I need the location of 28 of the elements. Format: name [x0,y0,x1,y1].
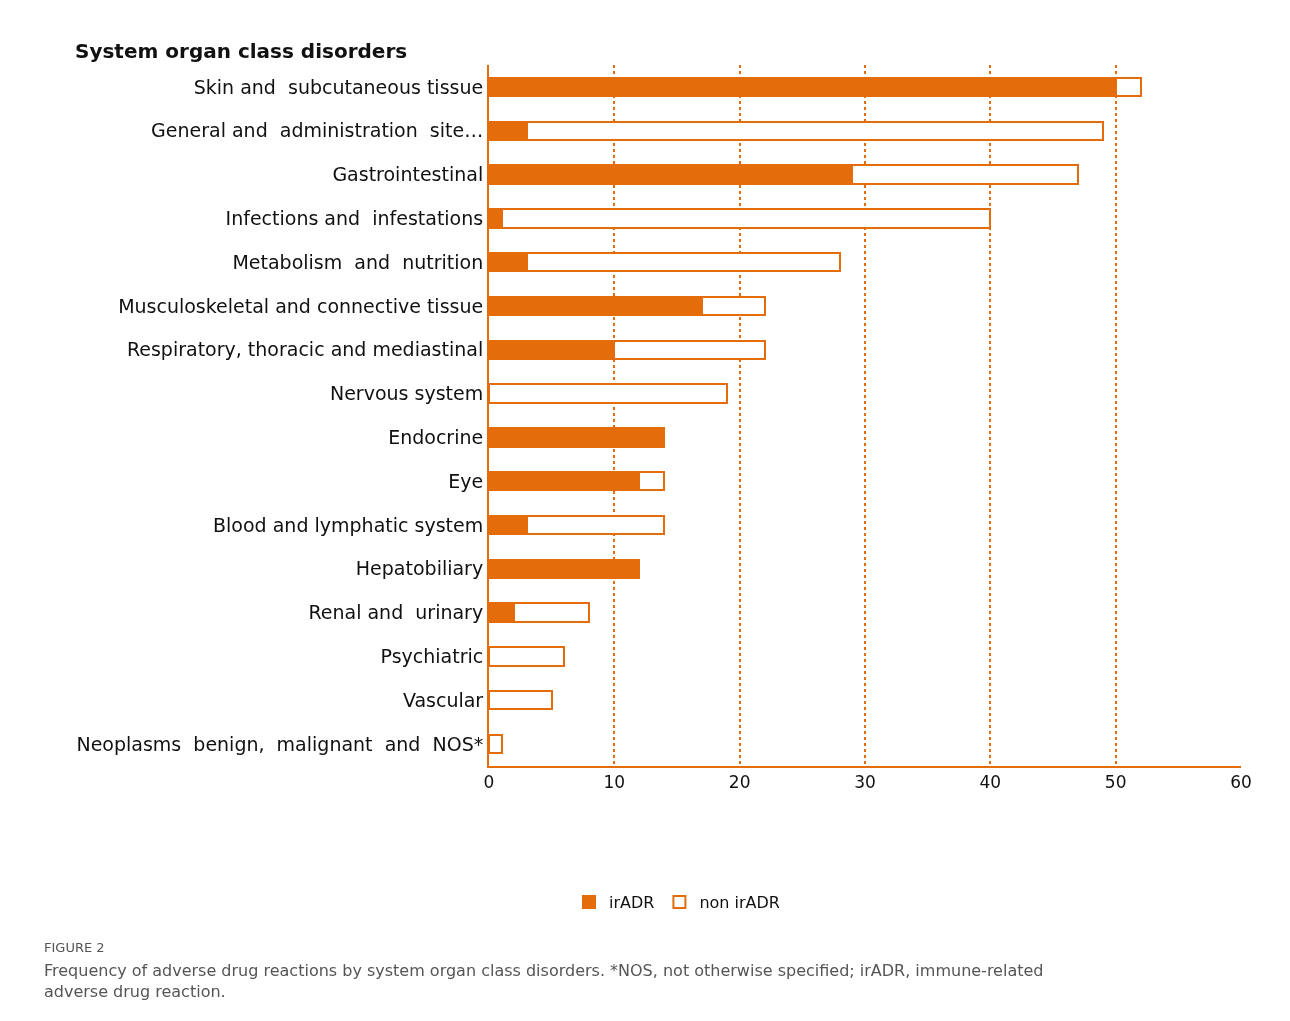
y-tick-label: Psychiatric [380,645,484,668]
y-tick-label: Respiratory, thoracic and mediastinal [126,338,484,361]
x-tick-label: 20 [728,772,751,793]
y-tick-label: Neoplasms benign, malignant and NOS* [76,732,484,755]
y-tick-label: Blood and lymphatic system [213,513,484,536]
text: Frequency of adverse drug reactions by system organ class disorders. *NOS, not otherwise specified; irADR, immune-related adverse drug reaction. [44,961,1044,1001]
y-tick-label: Nervous system [329,382,484,405]
y-tick-label: Hepatobiliary [355,557,484,580]
x-tick-label: 0 [483,772,495,793]
legend-label: non irADR [699,893,780,913]
x-tick-label: 60 [1230,772,1252,793]
y-tick-label: Renal and urinary [308,601,484,624]
x-tick-label: 10 [603,772,626,793]
text: System organ class disorders [75,39,408,63]
x-tick-label: 50 [1104,772,1127,793]
y-tick-label: Vascular [402,688,484,711]
x-tick-label: 40 [979,772,1002,793]
caption: FIGURE 2 [44,940,105,955]
y-tick-label: Infections and infestations [225,206,484,229]
y-tick-label: Eye [448,469,484,492]
y-tick-label: Musculoskeletal and connective tissue [118,294,484,317]
y-tick-label: Gastrointestinal [332,163,484,186]
y-tick-label: Endocrine [388,426,484,449]
x-tick-label: 30 [854,772,876,793]
y-tick-label: Skin and subcutaneous tissue [193,75,484,98]
y-tick-label: General and administration site… [151,119,484,142]
legend-label: irADR [609,893,655,913]
y-tick-label: Metabolism and nutrition [232,250,484,273]
